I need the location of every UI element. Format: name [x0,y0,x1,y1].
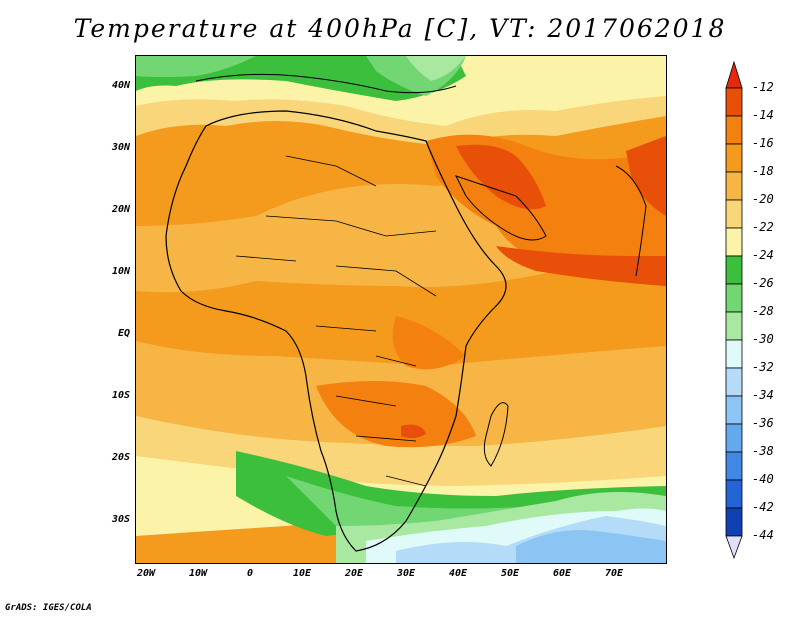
colorbar-top-arrow [725,60,743,89]
temperature-field [136,56,666,563]
field-band-26-northwest [136,56,256,77]
lon-label: 20E [344,568,364,579]
lon-label: 60E [552,568,572,579]
lon-label: 30E [396,568,416,579]
colorbar-box [725,479,743,509]
colorbar-tick-label: -36 [752,416,774,430]
arabia-coastline [455,175,547,241]
colorbar-box [725,87,743,117]
lat-label: 30S [111,514,130,525]
colorbar-tick-label: -42 [752,500,774,514]
lat-label: EQ [117,328,130,339]
colorbar-box [725,451,743,481]
colorbar-tick-label: -28 [752,304,774,318]
colorbar-tick-label: -14 [752,108,774,122]
colorbar-tick-label: -24 [752,248,774,262]
colorbar-box [725,115,743,145]
footer-credit: GrADS: IGES/COLA [5,603,92,613]
colorbar-box [725,367,743,397]
colorbar-box [725,395,743,425]
colorbar-box [725,171,743,201]
colorbar-box [725,227,743,257]
field-band-34-south [516,530,666,563]
field-band-12-arabian-sea [496,246,666,286]
map-title: Temperature at 400hPa [C], VT: 201706201… [73,14,727,43]
field-band-14-central [392,316,466,370]
map-panel [135,55,667,564]
colorbar-box [725,255,743,285]
colorbar-tick-label: -44 [752,528,774,542]
europe-coastline [195,73,457,94]
colorbar-tick-label: -26 [752,276,774,290]
colorbar-box [725,507,743,537]
colorbar-tick-label: -34 [752,388,774,402]
colorbar-bottom-arrow [725,535,743,560]
colorbar-box [725,283,743,313]
lon-label: 20W [136,568,156,579]
lon-label: 40E [448,568,468,579]
lat-label: 30N [111,142,130,153]
colorbar-box [725,199,743,229]
colorbar-tick-label: -16 [752,136,774,150]
lon-label: 70E [604,568,624,579]
lat-label: 10S [111,390,130,401]
lat-label: 10N [111,266,130,277]
africa-coastline [165,110,507,552]
colorbar-box [725,143,743,173]
colorbar-box [725,423,743,453]
lat-label: 40N [111,80,130,91]
field-band-12-south-central [401,424,426,439]
colorbar-box [725,311,743,341]
madagascar-coastline [483,402,509,467]
colorbar-tick-label: -12 [752,80,774,94]
colorbar [725,60,743,560]
colorbar-tick-label: -32 [752,360,774,374]
colorbar-tick-label: -40 [752,472,774,486]
colorbar-tick-label: -38 [752,444,774,458]
india-coastline [615,165,647,277]
colorbar-tick-label: -18 [752,164,774,178]
lon-label: 10E [292,568,312,579]
colorbar-tick-label: -20 [752,192,774,206]
field-band-14-south-central [316,381,476,448]
colorbar-tick-label: -30 [752,332,774,346]
country-borders [235,155,437,487]
field-band-12-arabia [456,144,546,210]
field-band-12-india [626,136,666,216]
colorbar-box [725,339,743,369]
colorbar-tick-label: -22 [752,220,774,234]
lat-label: 20N [111,204,130,215]
lon-label: 0 [246,568,254,579]
lon-label: 50E [500,568,520,579]
lon-label: 10W [188,568,208,579]
lat-label: 20S [111,452,130,463]
field-band-28-north [406,56,466,81]
